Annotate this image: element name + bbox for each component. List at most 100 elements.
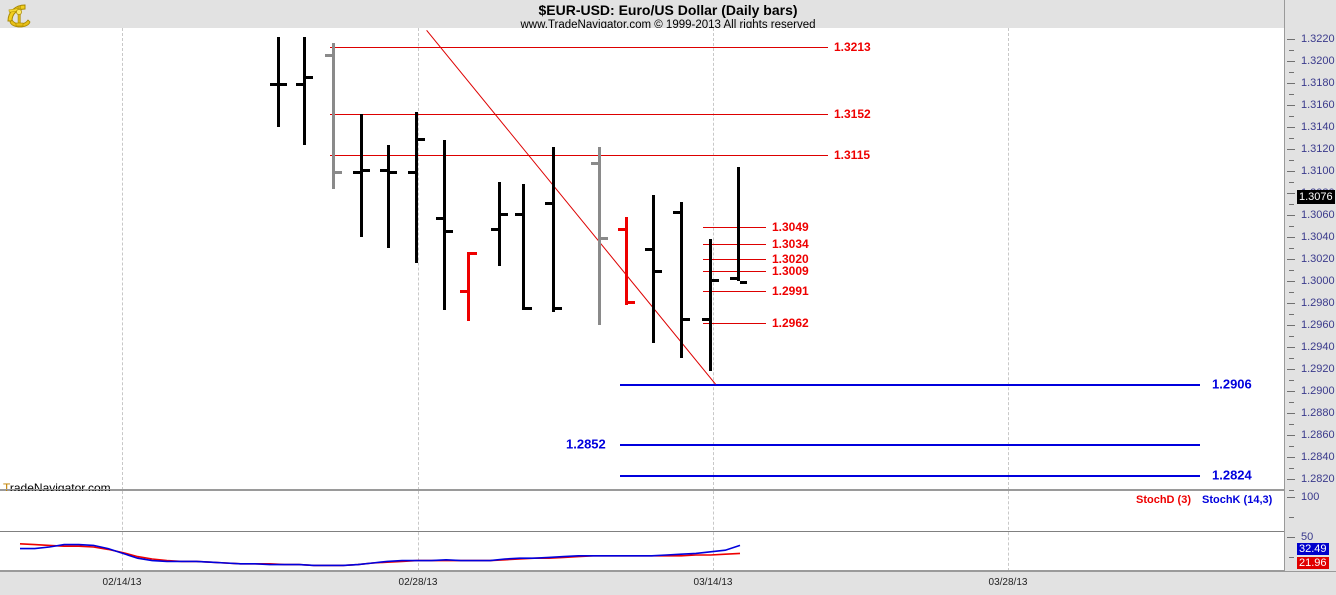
ohlc-open-tick	[460, 289, 467, 293]
price-tick-label: 1.2880	[1301, 407, 1335, 419]
price-pane[interactable]	[0, 28, 1284, 491]
resistance-line	[703, 227, 766, 229]
price-tick-minor	[1289, 50, 1294, 51]
price-tick-mark	[1287, 325, 1295, 326]
vertical-gridline	[122, 28, 123, 490]
ohlc-close-tick	[418, 138, 425, 141]
ohlc-close-tick	[555, 307, 562, 311]
price-tick-minor	[1289, 226, 1294, 227]
price-tick-minor	[1289, 116, 1294, 117]
ohlc-open-tick	[545, 201, 552, 205]
price-tick-label: 1.2980	[1301, 297, 1335, 309]
date-axis[interactable]: 02/14/13 02/28/13 03/14/13 03/28/13	[0, 571, 1336, 595]
price-tick-mark	[1287, 237, 1295, 238]
sextant-icon	[4, 1, 38, 29]
ohlc-bar	[625, 217, 628, 306]
ohlc-close-tick	[683, 318, 690, 322]
resistance-line	[703, 290, 766, 292]
resistance-label: 1.2991	[772, 283, 809, 298]
resistance-label: 1.3152	[834, 106, 871, 121]
ohlc-bar	[498, 182, 501, 266]
price-tick-mark	[1287, 105, 1295, 106]
price-tick-label: 1.3180	[1301, 77, 1335, 89]
price-tick-label: 1.2900	[1301, 385, 1335, 397]
price-tick-mark	[1287, 281, 1295, 282]
support-line	[620, 474, 1200, 477]
oscillator-legend-stochk[interactable]: StochK (14,3)	[1202, 494, 1273, 506]
price-tick-label: 1.2860	[1301, 429, 1335, 441]
price-tick-minor	[1289, 380, 1294, 381]
price-tick-mark	[1287, 193, 1295, 194]
resistance-line	[703, 259, 766, 260]
price-tick-mark	[1287, 303, 1295, 304]
price-tick-label: 1.3000	[1301, 275, 1335, 287]
ohlc-open-tick	[645, 248, 652, 251]
resistance-line	[703, 322, 766, 324]
price-tick-mark	[1287, 479, 1295, 480]
price-tick-mark	[1287, 61, 1295, 62]
resistance-label: 1.3213	[834, 39, 871, 54]
ohlc-bar	[598, 146, 601, 325]
ohlc-open-tick	[515, 212, 522, 216]
oscillator-tick-mark	[1287, 497, 1295, 498]
price-tick-mark	[1287, 83, 1295, 84]
ohlc-bar	[303, 36, 306, 145]
ohlc-open-tick	[380, 168, 387, 172]
ohlc-close-tick	[655, 270, 662, 273]
oscillator-tick-minor	[1289, 557, 1294, 558]
stochd-value-box: 21.96	[1297, 557, 1329, 569]
vertical-gridline	[1008, 28, 1009, 490]
ohlc-bar	[652, 195, 655, 343]
header-band	[0, 0, 1336, 28]
price-tick-minor	[1289, 446, 1294, 447]
watermark-accent: T	[3, 481, 10, 495]
ohlc-close-tick	[525, 307, 532, 311]
ohlc-close-tick	[335, 171, 342, 174]
oscillator-legend-stochd[interactable]: StochD (3)	[1136, 494, 1191, 506]
price-tick-minor	[1289, 160, 1294, 161]
support-line	[620, 443, 1200, 446]
resistance-label: 1.3034	[772, 236, 809, 251]
ohlc-close-tick	[280, 83, 287, 86]
price-tick-label: 1.3200	[1301, 55, 1335, 67]
price-tick-mark	[1287, 171, 1295, 172]
price-tick-label: 1.2960	[1301, 319, 1335, 331]
price-tick-label: 1.3220	[1301, 33, 1335, 45]
ohlc-close-tick	[740, 281, 747, 284]
price-axis[interactable]: 1.3220 1.3200 1.3180 1.3160 1.3140 1.3120 1.31…	[1284, 0, 1336, 571]
ohlc-close-tick	[363, 168, 370, 172]
resistance-label: 1.3009	[772, 264, 809, 279]
ohlc-close-tick	[390, 171, 397, 174]
stochk-value-box: 32.49	[1297, 543, 1329, 555]
price-tick-minor	[1289, 490, 1294, 491]
price-tick-label: 1.2920	[1301, 363, 1335, 375]
price-tick-label: 1.2940	[1301, 341, 1335, 353]
date-tick-label: 02/14/13	[102, 577, 142, 588]
price-tick-minor	[1289, 204, 1294, 205]
price-tick-label: 1.3060	[1301, 209, 1335, 221]
ohlc-bar	[737, 166, 740, 281]
oscillator-tick-mark	[1287, 537, 1295, 538]
ohlc-close-tick	[306, 76, 313, 80]
price-tick-minor	[1289, 182, 1294, 183]
price-tick-minor	[1289, 468, 1294, 469]
vertical-gridline	[418, 28, 419, 490]
price-tick-minor	[1289, 72, 1294, 73]
current-price-box: 1.3076	[1297, 190, 1335, 205]
price-tick-label: 1.3020	[1301, 253, 1335, 265]
ohlc-bar	[680, 201, 683, 358]
ohlc-open-tick	[270, 83, 277, 86]
oscillator-divider-top	[0, 489, 1284, 490]
price-tick-minor	[1289, 138, 1294, 139]
ohlc-bar	[360, 113, 363, 237]
ohlc-bar	[552, 146, 555, 312]
oscillator-tick-label: 100	[1301, 491, 1320, 503]
price-tick-minor	[1289, 292, 1294, 293]
ohlc-open-tick	[730, 276, 737, 280]
oscillator-pane[interactable]	[0, 491, 1284, 571]
ohlc-close-tick	[628, 300, 635, 304]
price-tick-minor	[1289, 424, 1294, 425]
ohlc-bar	[522, 184, 525, 310]
price-tick-minor	[1289, 336, 1294, 337]
